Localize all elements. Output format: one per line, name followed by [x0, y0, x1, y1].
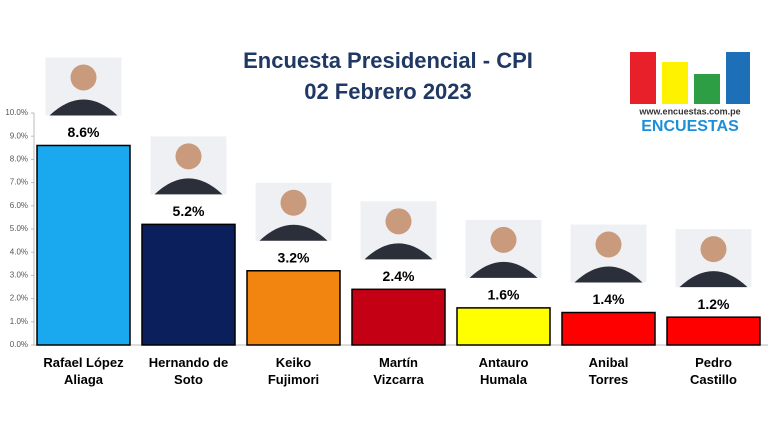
x-tick-label: Martín Vizcarra: [373, 355, 424, 387]
photo-head: [700, 236, 727, 263]
value-label: 3.2%: [278, 249, 310, 265]
logo-url: www.encuestas.com.pe: [638, 106, 740, 116]
bar: [666, 316, 761, 346]
value-label: 1.4%: [593, 291, 625, 307]
y-tick-label: 3.0%: [10, 271, 28, 280]
logo: www.encuestas.com.pe ENCUESTAS: [630, 52, 750, 135]
photo-body: [259, 224, 328, 241]
photo-head: [70, 64, 97, 91]
value-label: 1.2%: [698, 296, 730, 312]
chart-title: Encuesta Presidencial - CPI: [243, 48, 533, 73]
photo-head: [595, 231, 622, 258]
y-tick-label: 0.0%: [10, 340, 28, 349]
y-tick-label: 5.0%: [10, 224, 28, 233]
y-tick-label: 1.0%: [10, 317, 28, 326]
value-label: 1.6%: [488, 287, 520, 303]
y-tick-label: 4.0%: [10, 247, 28, 256]
value-label: 2.4%: [383, 268, 415, 284]
bar: [141, 223, 236, 346]
value-label: 5.2%: [173, 203, 205, 219]
photo-body: [469, 261, 538, 278]
x-tick-label: Pedro Castillo: [690, 355, 737, 387]
photo-body: [364, 243, 433, 260]
photo-head: [280, 189, 307, 216]
x-tick-label: Antauro Humala: [478, 355, 529, 387]
photo-body: [679, 271, 748, 288]
y-tick-label: 6.0%: [10, 201, 28, 210]
y-tick-label: 2.0%: [10, 294, 28, 303]
x-tick-label: Rafael López Aliaga: [43, 355, 124, 387]
y-tick-label: 9.0%: [10, 131, 28, 140]
photo-body: [49, 99, 118, 116]
photo-head: [490, 226, 517, 253]
photo-body: [154, 178, 223, 195]
photo-head: [175, 143, 202, 170]
logo-name: ENCUESTAS: [641, 118, 739, 135]
bar: [561, 311, 656, 346]
x-tick-label: Anibal Torres: [588, 355, 629, 387]
photo-body: [574, 266, 643, 283]
bar: [246, 270, 341, 346]
y-tick-label: 10.0%: [5, 108, 28, 117]
chart-subtitle: 02 Febrero 2023: [304, 79, 472, 104]
x-tick-label: Keiko Fujimori: [267, 355, 320, 387]
photo-head: [385, 208, 412, 235]
bar: [36, 144, 131, 346]
value-label: 8.6%: [68, 124, 100, 140]
x-tick-label: Hernando de Soto: [148, 355, 229, 387]
bar: [456, 307, 551, 346]
bar: [351, 288, 446, 346]
y-tick-label: 8.0%: [10, 155, 28, 164]
y-tick-label: 7.0%: [10, 178, 28, 187]
